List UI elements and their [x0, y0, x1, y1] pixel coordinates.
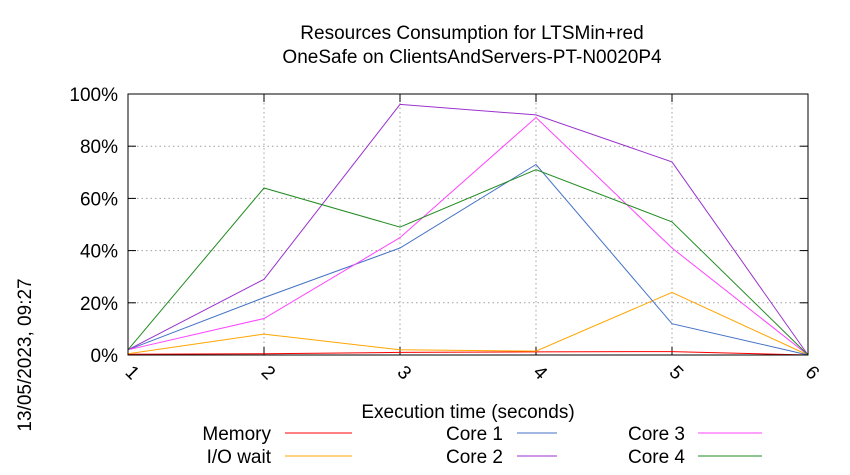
y-tick-label: 40% [80, 242, 118, 263]
x-tick-label: 3 [393, 362, 415, 384]
legend-label-core-3: Core 3 [628, 424, 685, 445]
plot-frame [127, 93, 809, 356]
x-tick-label: 2 [257, 362, 279, 384]
y-tick-label: 80% [80, 137, 118, 158]
series-line-memory [127, 351, 809, 356]
x-tick-label: 1 [121, 362, 143, 384]
series-line-core-4 [127, 169, 809, 356]
x-axis-label: Execution time (seconds) [361, 402, 574, 423]
series-line-core-1 [127, 163, 809, 356]
legend-label-core-2: Core 2 [446, 447, 503, 468]
chart-title: Resources Consumption for LTSMin+red [300, 23, 643, 44]
x-axis-ticks: 1 2 3 4 5 6 [121, 94, 823, 385]
y-tick-label: 100% [69, 85, 118, 106]
series-line-core-3 [127, 116, 809, 356]
legend-label-core-4: Core 4 [628, 447, 685, 468]
legend-label-memory: Memory [202, 424, 271, 445]
series-line-core-2 [127, 103, 809, 356]
series-line-i-o-wait [127, 291, 809, 356]
legend-label-core-1: Core 1 [446, 424, 503, 445]
x-tick-label: 5 [665, 362, 687, 384]
y-tick-label: 0% [91, 346, 119, 367]
y-tick-label: 60% [80, 189, 118, 210]
y-tick-label: 20% [80, 294, 118, 315]
grid-lines [128, 94, 808, 355]
legend-label-i-o-wait: I/O wait [207, 447, 272, 468]
x-tick-label: 4 [529, 362, 552, 385]
x-tick-label: 6 [801, 362, 823, 384]
chart-subtitle: OneSafe on ClientsAndServers-PT-N0020P4 [282, 47, 662, 68]
timestamp-label: 13/05/2023, 09:27 [15, 278, 36, 431]
series-lines [127, 103, 809, 356]
y-axis-ticks: 0% 20% 40% 60% 80% 100% [69, 85, 808, 367]
